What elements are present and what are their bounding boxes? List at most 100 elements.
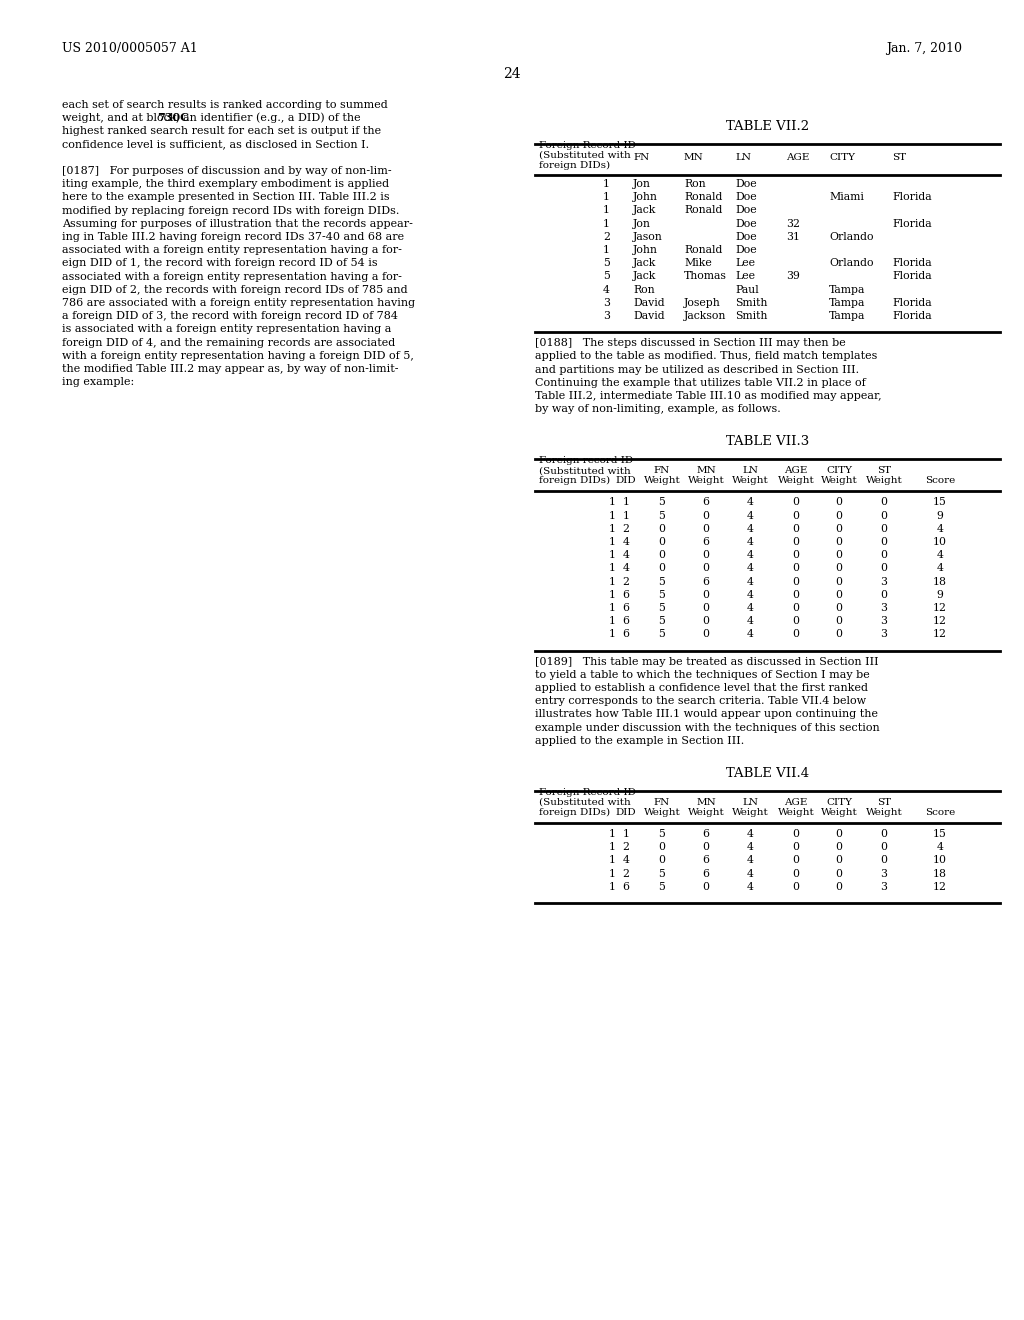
Text: David: David <box>633 312 665 321</box>
Text: foreign DID of 4, and the remaining records are associated: foreign DID of 4, and the remaining reco… <box>62 338 395 347</box>
Text: LN: LN <box>735 153 751 162</box>
Text: Ron: Ron <box>633 285 654 294</box>
Text: 4: 4 <box>746 564 754 573</box>
Text: 4: 4 <box>937 564 943 573</box>
Text: TABLE VII.4: TABLE VII.4 <box>726 767 809 780</box>
Text: Jack: Jack <box>633 272 656 281</box>
Text: foreign DIDs): foreign DIDs) <box>539 808 610 817</box>
Text: Joseph: Joseph <box>684 298 721 308</box>
Text: 0: 0 <box>793 550 800 560</box>
Text: 0: 0 <box>836 842 843 853</box>
Text: Weight: Weight <box>820 808 857 817</box>
Text: Jack: Jack <box>633 206 656 215</box>
Text: 6: 6 <box>623 590 630 599</box>
Text: 4: 4 <box>746 869 754 879</box>
Text: LN: LN <box>742 466 758 475</box>
Text: 5: 5 <box>658 498 666 507</box>
Text: CITY: CITY <box>826 466 852 475</box>
Text: Ronald: Ronald <box>684 246 722 255</box>
Text: John: John <box>633 246 657 255</box>
Text: 4: 4 <box>746 603 754 612</box>
Text: 4: 4 <box>746 630 754 639</box>
Text: weight, and at block: weight, and at block <box>62 114 180 123</box>
Text: 6: 6 <box>623 882 630 892</box>
Text: ing in Table III.2 having foreign record IDs 37-40 and 68 are: ing in Table III.2 having foreign record… <box>62 232 404 242</box>
Text: 4: 4 <box>746 511 754 520</box>
Text: 1: 1 <box>603 193 610 202</box>
Text: 15: 15 <box>933 498 947 507</box>
Text: 6: 6 <box>623 630 630 639</box>
Text: 0: 0 <box>881 498 888 507</box>
Text: Weight: Weight <box>644 808 680 817</box>
Text: MN: MN <box>696 466 716 475</box>
Text: and partitions may be utilized as described in Section III.: and partitions may be utilized as descri… <box>535 364 859 375</box>
Text: [0188]   The steps discussed in Section III may then be: [0188] The steps discussed in Section II… <box>535 338 846 348</box>
Text: applied to the example in Section III.: applied to the example in Section III. <box>535 735 744 746</box>
Text: Weight: Weight <box>777 808 814 817</box>
Text: to yield a table to which the techniques of Section I may be: to yield a table to which the techniques… <box>535 669 869 680</box>
Text: 0: 0 <box>836 616 843 626</box>
Text: Weight: Weight <box>777 477 814 486</box>
Text: 3: 3 <box>881 616 888 626</box>
Text: 12: 12 <box>933 630 947 639</box>
Text: associated with a foreign entity representation having a for-: associated with a foreign entity represe… <box>62 272 401 281</box>
Text: 3: 3 <box>881 603 888 612</box>
Text: 0: 0 <box>793 869 800 879</box>
Text: FN: FN <box>654 466 670 475</box>
Text: 0: 0 <box>658 564 666 573</box>
Text: ing example:: ing example: <box>62 378 134 387</box>
Text: 0: 0 <box>836 564 843 573</box>
Text: highest ranked search result for each set is output if the: highest ranked search result for each se… <box>62 127 381 136</box>
Text: associated with a foreign entity representation having a for-: associated with a foreign entity represe… <box>62 246 401 255</box>
Text: 0: 0 <box>793 564 800 573</box>
Text: 3: 3 <box>881 882 888 892</box>
Text: Jason: Jason <box>633 232 663 242</box>
Text: the modified Table III.2 may appear as, by way of non-limit-: the modified Table III.2 may appear as, … <box>62 364 398 374</box>
Text: LN: LN <box>742 799 758 807</box>
Text: [0189]   This table may be treated as discussed in Section III: [0189] This table may be treated as disc… <box>535 656 879 667</box>
Text: Jan. 7, 2010: Jan. 7, 2010 <box>886 42 962 55</box>
Text: 1: 1 <box>609 590 616 599</box>
Text: 0: 0 <box>702 630 710 639</box>
Text: 4: 4 <box>746 829 754 840</box>
Text: Score: Score <box>925 808 955 817</box>
Text: Ron: Ron <box>684 180 706 189</box>
Text: Smith: Smith <box>735 298 767 308</box>
Text: DID: DID <box>615 477 636 486</box>
Text: Doe: Doe <box>735 193 757 202</box>
Text: Doe: Doe <box>735 206 757 215</box>
Text: 6: 6 <box>623 603 630 612</box>
Text: Lee: Lee <box>735 272 755 281</box>
Text: with a foreign entity representation having a foreign DID of 5,: with a foreign entity representation hav… <box>62 351 414 360</box>
Text: is associated with a foreign entity representation having a: is associated with a foreign entity repr… <box>62 325 391 334</box>
Text: (Substituted with: (Substituted with <box>539 150 631 160</box>
Text: 0: 0 <box>881 511 888 520</box>
Text: 6: 6 <box>702 855 710 866</box>
Text: Weight: Weight <box>865 477 902 486</box>
Text: 3: 3 <box>881 869 888 879</box>
Text: 2: 2 <box>603 232 610 242</box>
Text: Miami: Miami <box>829 193 864 202</box>
Text: Weight: Weight <box>688 808 724 817</box>
Text: Weight: Weight <box>865 808 902 817</box>
Text: AGE: AGE <box>786 153 809 162</box>
Text: Tampa: Tampa <box>829 298 865 308</box>
Text: applied to the table as modified. Thus, field match templates: applied to the table as modified. Thus, … <box>535 351 878 362</box>
Text: illustrates how Table III.1 would appear upon continuing the: illustrates how Table III.1 would appear… <box>535 709 878 719</box>
Text: 1: 1 <box>609 855 616 866</box>
Text: Florida: Florida <box>892 312 932 321</box>
Text: entry corresponds to the search criteria. Table VII.4 below: entry corresponds to the search criteria… <box>535 696 866 706</box>
Text: 0: 0 <box>836 550 843 560</box>
Text: 6: 6 <box>702 577 710 586</box>
Text: here to the example presented in Section III. Table III.2 is: here to the example presented in Section… <box>62 193 389 202</box>
Text: 1: 1 <box>609 577 616 586</box>
Text: 4: 4 <box>937 842 943 853</box>
Text: Weight: Weight <box>644 477 680 486</box>
Text: 1: 1 <box>609 537 616 546</box>
Text: 1: 1 <box>623 498 630 507</box>
Text: 0: 0 <box>793 577 800 586</box>
Text: 4: 4 <box>746 537 754 546</box>
Text: Weight: Weight <box>731 477 768 486</box>
Text: 1: 1 <box>609 616 616 626</box>
Text: 6: 6 <box>702 498 710 507</box>
